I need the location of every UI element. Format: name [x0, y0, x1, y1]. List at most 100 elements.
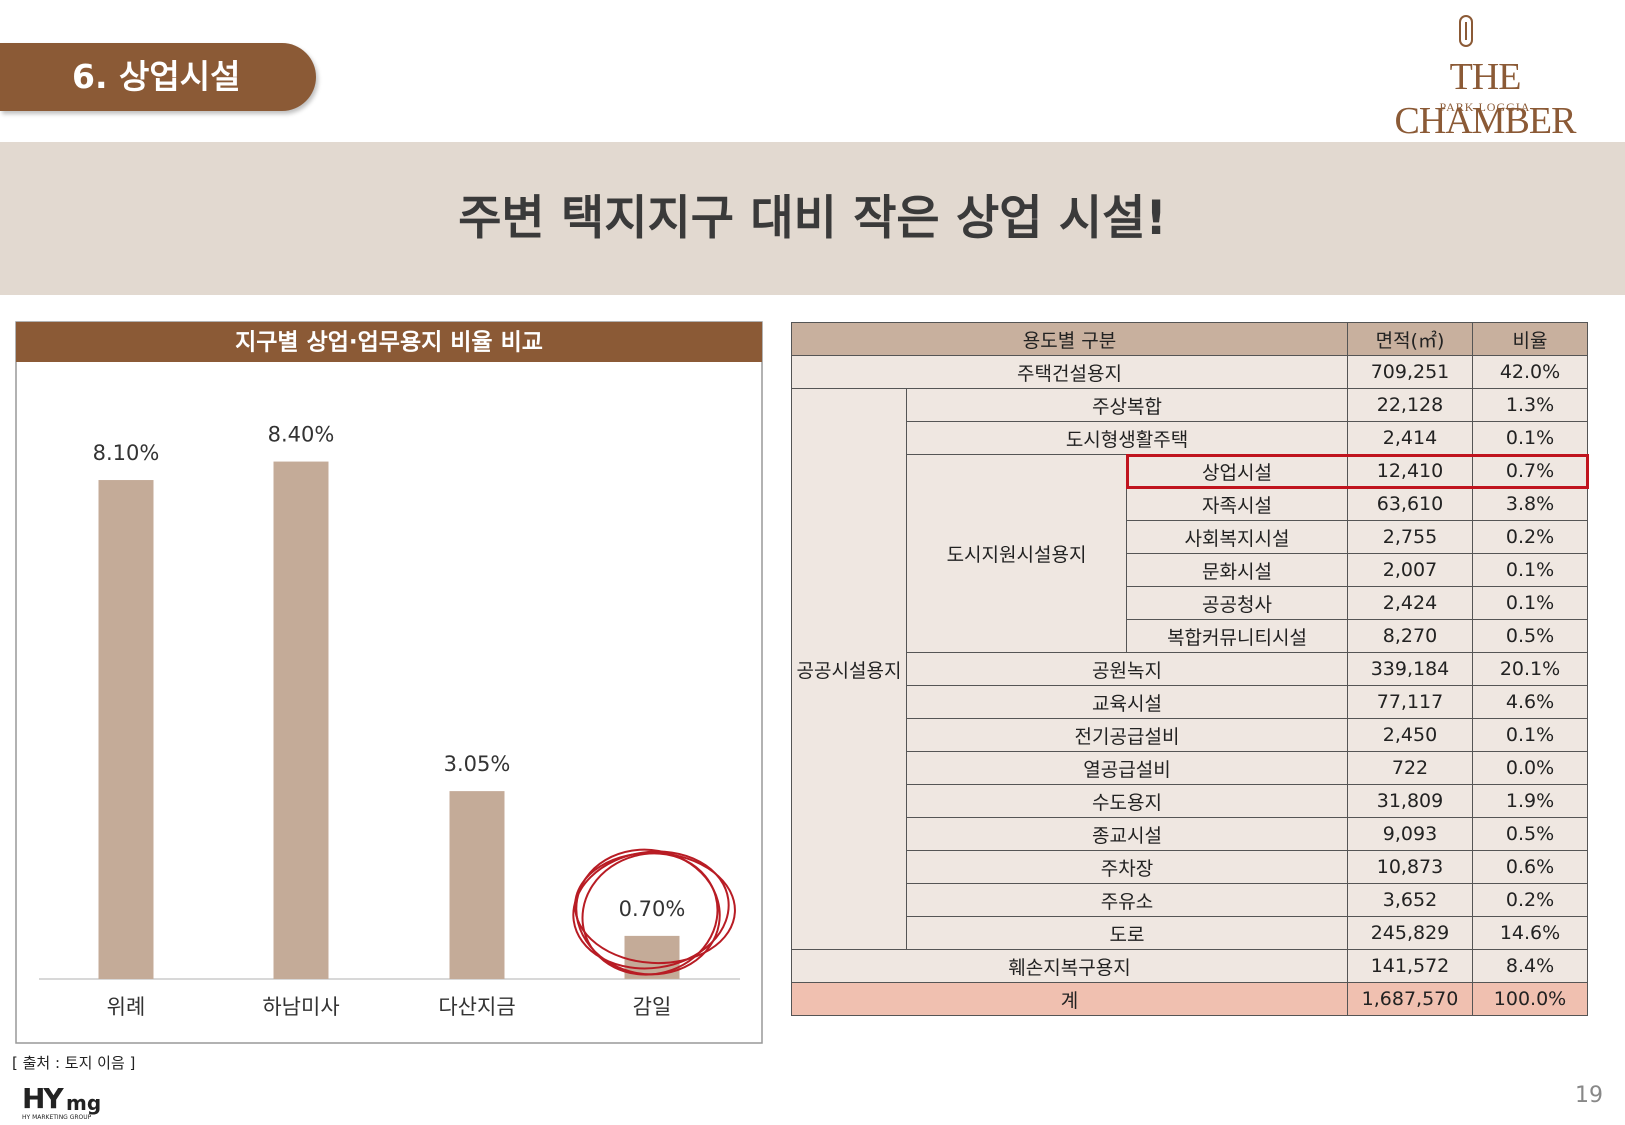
table-cell: 문화시설 [1126, 553, 1348, 587]
table-cell: 0.1% [1472, 718, 1588, 752]
table-cell: 1.3% [1472, 388, 1588, 422]
table-cell: 3,652 [1347, 883, 1473, 917]
table-cell: 열공급설비 [906, 751, 1348, 785]
logo-icon [1459, 15, 1473, 47]
chart-title: 지구별 상업·업무용지 비율 비교 [235, 330, 543, 356]
table-row: 주유소 3,652 0.2% [792, 883, 1588, 917]
table-cell: 1,687,570 [1347, 982, 1473, 1016]
table-cell: 245,829 [1347, 916, 1473, 950]
table-cell: 12,410 [1347, 454, 1473, 488]
table-cell: 4.6% [1472, 685, 1588, 719]
table-cell: 8,270 [1347, 619, 1473, 653]
x-tick-label: 다산지금 [438, 995, 515, 1019]
table-cell: 공공시설용지 [791, 388, 907, 950]
logo: THE CHAMBER [1394, 56, 1577, 142]
table-cell: 0.0% [1472, 751, 1588, 785]
table-row: 문화시설 2,007 0.1% [792, 553, 1588, 587]
x-tick-label: 감일 [633, 995, 672, 1019]
table-cell: 3.8% [1472, 487, 1588, 521]
bar [98, 480, 154, 979]
chart: 지구별 상업·업무용지 비율 비교 8.10% 위례 8.40% 하남미사 3.05% 다… [15, 321, 763, 1044]
page-number: 19 [1575, 1083, 1603, 1108]
table-cell: 0.1% [1472, 586, 1588, 620]
table-cell: 0.1% [1472, 553, 1588, 587]
table-cell: 339,184 [1347, 652, 1473, 686]
table-cell: 도시형생활주택 [906, 421, 1348, 455]
bar [273, 461, 329, 979]
value-label: 8.40% [268, 423, 335, 447]
table-row: 도로 245,829 14.6% [792, 916, 1588, 950]
table-row: 공공시설용지 주상복합 22,128 1.3% [791, 388, 1588, 950]
chart-title-bar [16, 322, 762, 362]
table-cell: 0.5% [1472, 619, 1588, 653]
table-cell: 722 [1347, 751, 1473, 785]
table-cell: 수도용지 [906, 784, 1348, 818]
table-cell: 훼손지복구용지 [791, 949, 1348, 983]
table-row: 복합커뮤니티시설 8,270 0.5% [792, 619, 1588, 653]
table-cell: 0.1% [1472, 421, 1588, 455]
table-cell: 2,424 [1347, 586, 1473, 620]
header-cell: 비율 [1472, 322, 1588, 356]
emphasis-circle [572, 848, 736, 976]
table-row: 용도별 구분 면적(㎡) 비율 [791, 322, 1588, 356]
table-cell: 사회복지시설 [1126, 520, 1348, 554]
table-cell: 0.5% [1472, 817, 1588, 851]
bar [449, 791, 505, 979]
table-cell: 10,873 [1347, 850, 1473, 884]
brand-logo: HY [22, 1082, 64, 1115]
table-cell: 0.6% [1472, 850, 1588, 884]
land-use-table: 용도별 구분 면적(㎡) 비율 주택건설용지 709,251 42.0% 공공시설용지 주상복… [791, 322, 1588, 1016]
table-cell: 141,572 [1347, 949, 1473, 983]
table-row: 주차장 10,873 0.6% [792, 850, 1588, 884]
table-row: 훼손지복구용지 141,572 8.4% [791, 949, 1588, 983]
table-cell: 20.1% [1472, 652, 1588, 686]
table-cell: 63,610 [1347, 487, 1473, 521]
table-cell: 42.0% [1472, 355, 1588, 389]
value-label: 8.10% [93, 441, 160, 465]
table-cell: 77,117 [1347, 685, 1473, 719]
table-cell: 8.4% [1472, 949, 1588, 983]
table-cell: 2,450 [1347, 718, 1473, 752]
table-cell: 0.2% [1472, 520, 1588, 554]
table-cell: 14.6% [1472, 916, 1588, 950]
bars: 8.10% 위례 8.40% 하남미사 3.05% 다산지금 0.70% 감일 [93, 423, 686, 1019]
logo-sub: PARK LOGGIA [1439, 100, 1531, 114]
header-cell: 용도별 구분 [791, 322, 1348, 356]
table-row: 열공급설비 722 0.0% [792, 751, 1588, 785]
headline-band [0, 142, 1625, 295]
table-cell: 주택건설용지 [791, 355, 1348, 389]
table-row: 도시지원시설용지 상업시설 12,410 0.7% [792, 454, 1588, 653]
table-cell: 2,414 [1347, 421, 1473, 455]
table-row: 수도용지 31,809 1.9% [792, 784, 1588, 818]
table-cell: 0.2% [1472, 883, 1588, 917]
table-cell: 도로 [906, 916, 1348, 950]
table-row: 종교시설 9,093 0.5% [792, 817, 1588, 851]
table-row: 계 1,687,570 100.0% [791, 982, 1588, 1016]
table-cell: 1.9% [1472, 784, 1588, 818]
value-label: 3.05% [444, 752, 511, 776]
table-cell: 계 [791, 982, 1348, 1016]
table-cell: 도시지원시설용지 [906, 454, 1127, 653]
header-cell: 면적(㎡) [1347, 322, 1473, 356]
table-cell: 2,007 [1347, 553, 1473, 587]
table-cell: 공공청사 [1126, 586, 1348, 620]
table-cell: 주차장 [906, 850, 1348, 884]
table-row: 도시형생활주택 2,414 0.1% [792, 421, 1588, 455]
table-cell: 0.7% [1472, 454, 1588, 488]
table-cell: 종교시설 [906, 817, 1348, 851]
table-cell: 709,251 [1347, 355, 1473, 389]
table-cell: 자족시설 [1126, 487, 1348, 521]
table-row: 주택건설용지 709,251 42.0% [791, 355, 1588, 389]
brand-logo-suffix: mg [66, 1091, 102, 1115]
table-row: 자족시설 63,610 3.8% [792, 487, 1588, 521]
table-cell: 공원녹지 [906, 652, 1348, 686]
x-tick-label: 위례 [107, 995, 146, 1019]
table-row: 공원녹지 339,184 20.1% [792, 652, 1588, 686]
table-cell: 주유소 [906, 883, 1348, 917]
table-cell: 22,128 [1347, 388, 1473, 422]
source-note: [ 출처 : 토지 이음 ] [12, 1054, 136, 1072]
section-tab: 6. 상업시설 [0, 43, 316, 111]
table-row: 전기공급설비 2,450 0.1% [792, 718, 1588, 752]
brand-subtitle: HY MARKETING GROUP [22, 1114, 92, 1121]
